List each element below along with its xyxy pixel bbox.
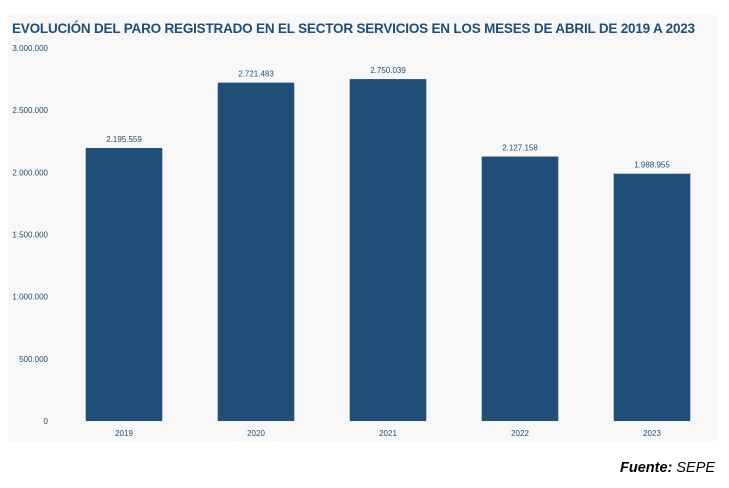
y-axis: 0 500.000 1.000.000 1.500.000 2.000.000 2.500… [12, 44, 48, 426]
data-label: 2.750.039 [370, 66, 406, 75]
y-tick-label: 0 [44, 417, 49, 426]
y-tick-label: 1.000.000 [12, 293, 48, 302]
y-tick-label: 500.000 [19, 355, 48, 364]
source-value: SEPE [676, 460, 716, 476]
data-label: 2.127.158 [502, 144, 538, 153]
source-note: Fuente: SEPE [620, 460, 715, 476]
source-label: Fuente: [620, 460, 673, 476]
x-tick-label: 2020 [247, 429, 265, 438]
y-tick-label: 3.000.000 [12, 44, 48, 53]
bar-2019 [85, 148, 163, 421]
x-tick-label: 2019 [115, 429, 133, 438]
x-axis: 2019 2020 2021 2022 2023 [115, 429, 661, 438]
x-tick-label: 2022 [511, 429, 529, 438]
x-tick-label: 2023 [643, 429, 661, 438]
value-labels: 2.195.559 2.721.483 2.750.039 2.127.158 1.98… [106, 66, 670, 170]
data-label: 2.721.483 [238, 70, 274, 79]
data-label: 1.988.955 [634, 161, 670, 170]
bars [85, 79, 691, 422]
bar-2022 [481, 156, 559, 421]
bar-2021 [349, 79, 427, 421]
y-tick-label: 2.000.000 [12, 168, 48, 177]
y-tick-label: 2.500.000 [12, 106, 48, 115]
data-label: 2.195.559 [106, 135, 142, 144]
x-tick-label: 2021 [379, 429, 397, 438]
y-tick-label: 1.500.000 [12, 231, 48, 240]
bar-2020 [217, 82, 295, 422]
bar-2023 [613, 173, 691, 421]
chart-title: EVOLUCIÓN DEL PARO REGISTRADO EN EL SECT… [12, 21, 695, 36]
